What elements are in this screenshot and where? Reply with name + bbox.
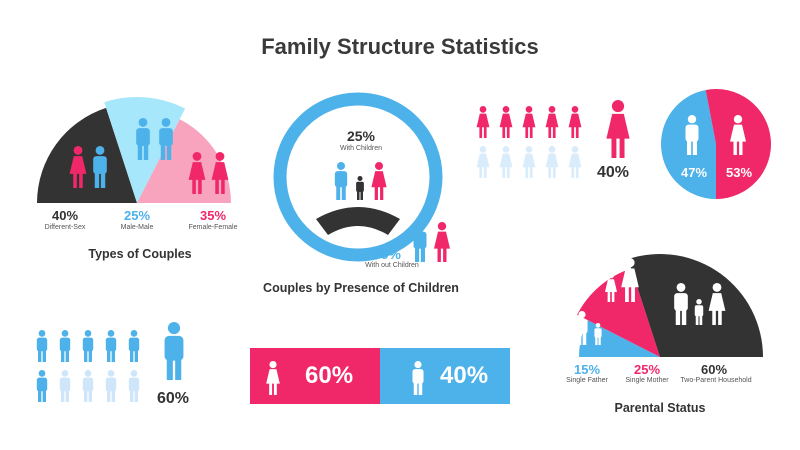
c7-title: Parental Status — [614, 401, 706, 415]
c7-slice-2-label: Two-Parent Household — [680, 377, 752, 384]
c1-slice-2 — [137, 119, 231, 203]
c2-icon-child — [356, 176, 364, 200]
c5-icon-9 — [128, 370, 140, 402]
c3-icon-3 — [545, 106, 559, 138]
c4-icon-woman — [730, 115, 746, 155]
c5-icon-0 — [36, 330, 48, 362]
c2-slice-1-value: 80% — [372, 246, 402, 262]
c6-icon-man — [412, 361, 424, 395]
c6-icon-woman — [266, 361, 280, 395]
c1-slice-1-value: 25% — [123, 208, 151, 223]
c6-bar-1-value: 40% — [440, 362, 489, 389]
c1-slice-0 — [37, 107, 137, 203]
c5-icon-1 — [59, 330, 71, 362]
c3-icon-6 — [499, 146, 513, 178]
c1-slice-2-value: 35% — [199, 208, 227, 223]
c2-icon-father — [334, 162, 348, 200]
c2-slice-0-label: With Children — [339, 145, 382, 152]
c2-slice-1-label: With out Children — [365, 262, 419, 269]
c5-icon-8 — [105, 370, 117, 402]
c3-icon-8 — [545, 146, 559, 178]
c4-icon-man — [685, 115, 699, 155]
c3-icon-7 — [522, 146, 536, 178]
c3-icon-0 — [476, 106, 490, 138]
c4-slice-1-value: 53% — [725, 165, 753, 180]
c3-icon-large — [606, 100, 630, 158]
c7-slice-0 — [579, 320, 660, 357]
c2-slice-1 — [273, 92, 443, 262]
c3-icon-2 — [522, 106, 536, 138]
c1-icon-woman-2 — [211, 152, 229, 194]
c5-icon-6 — [59, 370, 71, 402]
c1-icon-man — [93, 146, 107, 188]
c5-value: 60% — [157, 390, 190, 407]
c2-icon-mother — [371, 162, 387, 200]
c1-slice-1 — [104, 97, 186, 203]
c1-slice-1-label: Male-Male — [120, 224, 154, 231]
c7-slice-1-value: 25% — [633, 362, 661, 377]
c1-slice-2-label: Female-Female — [188, 224, 238, 231]
c6-bar-0-value: 60% — [305, 362, 354, 389]
c7-slice-0-value: 15% — [573, 362, 601, 377]
c1-icon-woman-1 — [188, 152, 206, 194]
c1-title: Types of Couples — [88, 247, 192, 261]
c3-icon-9 — [568, 146, 582, 178]
c7-slice-0-label: Single Father — [566, 377, 608, 384]
c3-value: 40% — [597, 164, 630, 181]
c1-icon-man-2 — [159, 118, 173, 160]
c5-icon-2 — [82, 330, 94, 362]
c4-slice-0-value: 47% — [680, 165, 708, 180]
c7-icon-mother-child — [605, 272, 617, 302]
c7-icon-parent-father — [674, 283, 688, 325]
c7-slice-1 — [577, 268, 660, 357]
c2-title: Couples by Presence of Children — [263, 281, 459, 295]
c4-slice-0 — [661, 89, 716, 199]
c1-icon-woman — [69, 146, 87, 188]
c3-icon-5 — [476, 146, 490, 178]
c5-icon-7 — [82, 370, 94, 402]
c1-icon-man-1 — [136, 118, 150, 160]
c2-slice-0-value: 25% — [346, 128, 376, 144]
c5-icon-5 — [36, 370, 48, 402]
c5-icon-large — [164, 322, 184, 380]
c2-slice-0 — [316, 207, 400, 235]
c3-icon-1 — [499, 106, 513, 138]
c1-slice-0-value: 40% — [51, 208, 79, 223]
c7-icon-parent-mother — [708, 283, 726, 325]
c7-slice-2 — [628, 254, 763, 357]
c7-icon-father-child — [594, 323, 602, 345]
c3-icon-4 — [568, 106, 582, 138]
c1-slice-0-label: Different-Sex — [44, 224, 86, 231]
c5-icon-4 — [128, 330, 140, 362]
c4-slice-1 — [705, 88, 771, 199]
c2-icon-woman — [434, 222, 450, 262]
c7-icon-mother — [621, 258, 639, 302]
c5-icon-3 — [105, 330, 117, 362]
c2-icon-man — [413, 222, 427, 262]
c7-icon-father — [576, 311, 588, 345]
page-title: Family Structure Statistics — [261, 34, 539, 59]
c7-slice-1-label: Single Mother — [625, 377, 669, 384]
c7-slice-2-value: 60% — [700, 362, 728, 377]
c7-icon-parent-child — [694, 299, 704, 325]
